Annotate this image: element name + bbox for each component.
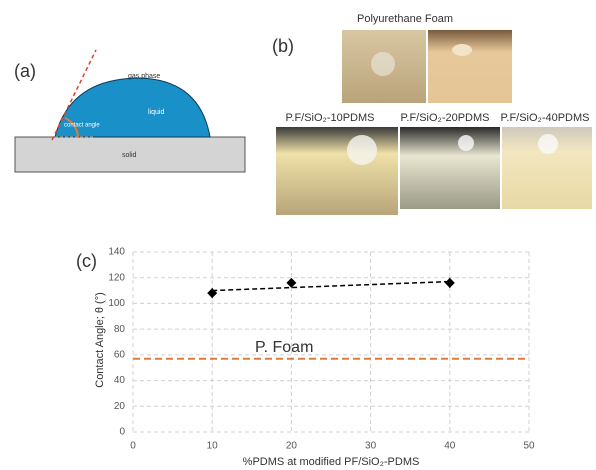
panel-label: (a) xyxy=(14,61,36,81)
photo-title: Polyurethane Foam xyxy=(357,13,453,25)
y-tick-label: 60 xyxy=(114,349,126,360)
droplet xyxy=(458,135,474,151)
point xyxy=(445,278,455,288)
plot: 0 20 40 60 80 100 120 140 0 10 20 30 40 50 P. Foam xyxy=(108,247,535,452)
photo xyxy=(400,127,500,209)
reference-label: P. Foam xyxy=(255,339,313,356)
label: gas phase xyxy=(128,73,160,80)
photo xyxy=(276,127,398,215)
x-axis-label: %PDMS at modified PF/SiO₂-PDMS xyxy=(243,456,420,468)
photo-label: P.F/SiO₂-20PDMS xyxy=(400,112,489,124)
panel-label: (b) xyxy=(272,36,294,56)
droplet xyxy=(538,134,558,154)
x-tick-label: 0 xyxy=(130,441,136,452)
photo-label: P.F/SiO₂-10PDMS xyxy=(285,112,374,124)
x-tick-label: 20 xyxy=(286,441,298,452)
point xyxy=(207,288,217,298)
y-tick-label: 40 xyxy=(114,375,126,386)
x-tick-label: 50 xyxy=(523,441,535,452)
y-tick-label: 140 xyxy=(108,247,125,258)
y-tick-label: 20 xyxy=(114,401,126,412)
y-axis-label: Contact Angle; θ (°) xyxy=(94,292,106,388)
droplet xyxy=(452,44,472,56)
x-tick-label: 10 xyxy=(207,441,219,452)
label: solid xyxy=(122,152,137,159)
droplet xyxy=(371,52,395,76)
x-tick-label: 40 xyxy=(444,441,456,452)
x-tick-label: 30 xyxy=(365,441,377,452)
y-tick-label: 100 xyxy=(108,298,125,309)
panel-label: (c) xyxy=(76,251,97,271)
droplet xyxy=(347,135,377,165)
figure: (a) gas phase liquid contact angle solid… xyxy=(0,0,596,470)
y-tick-label: 120 xyxy=(108,272,125,283)
label: contact angle xyxy=(64,123,100,129)
photo xyxy=(428,30,512,103)
y-tick-label: 80 xyxy=(114,324,126,335)
label: liquid xyxy=(148,109,164,116)
photo-label: P.F/SiO₂-40PDMS xyxy=(500,112,589,124)
trendline xyxy=(212,282,450,291)
y-tick-label: 0 xyxy=(119,427,125,438)
point xyxy=(286,278,296,288)
